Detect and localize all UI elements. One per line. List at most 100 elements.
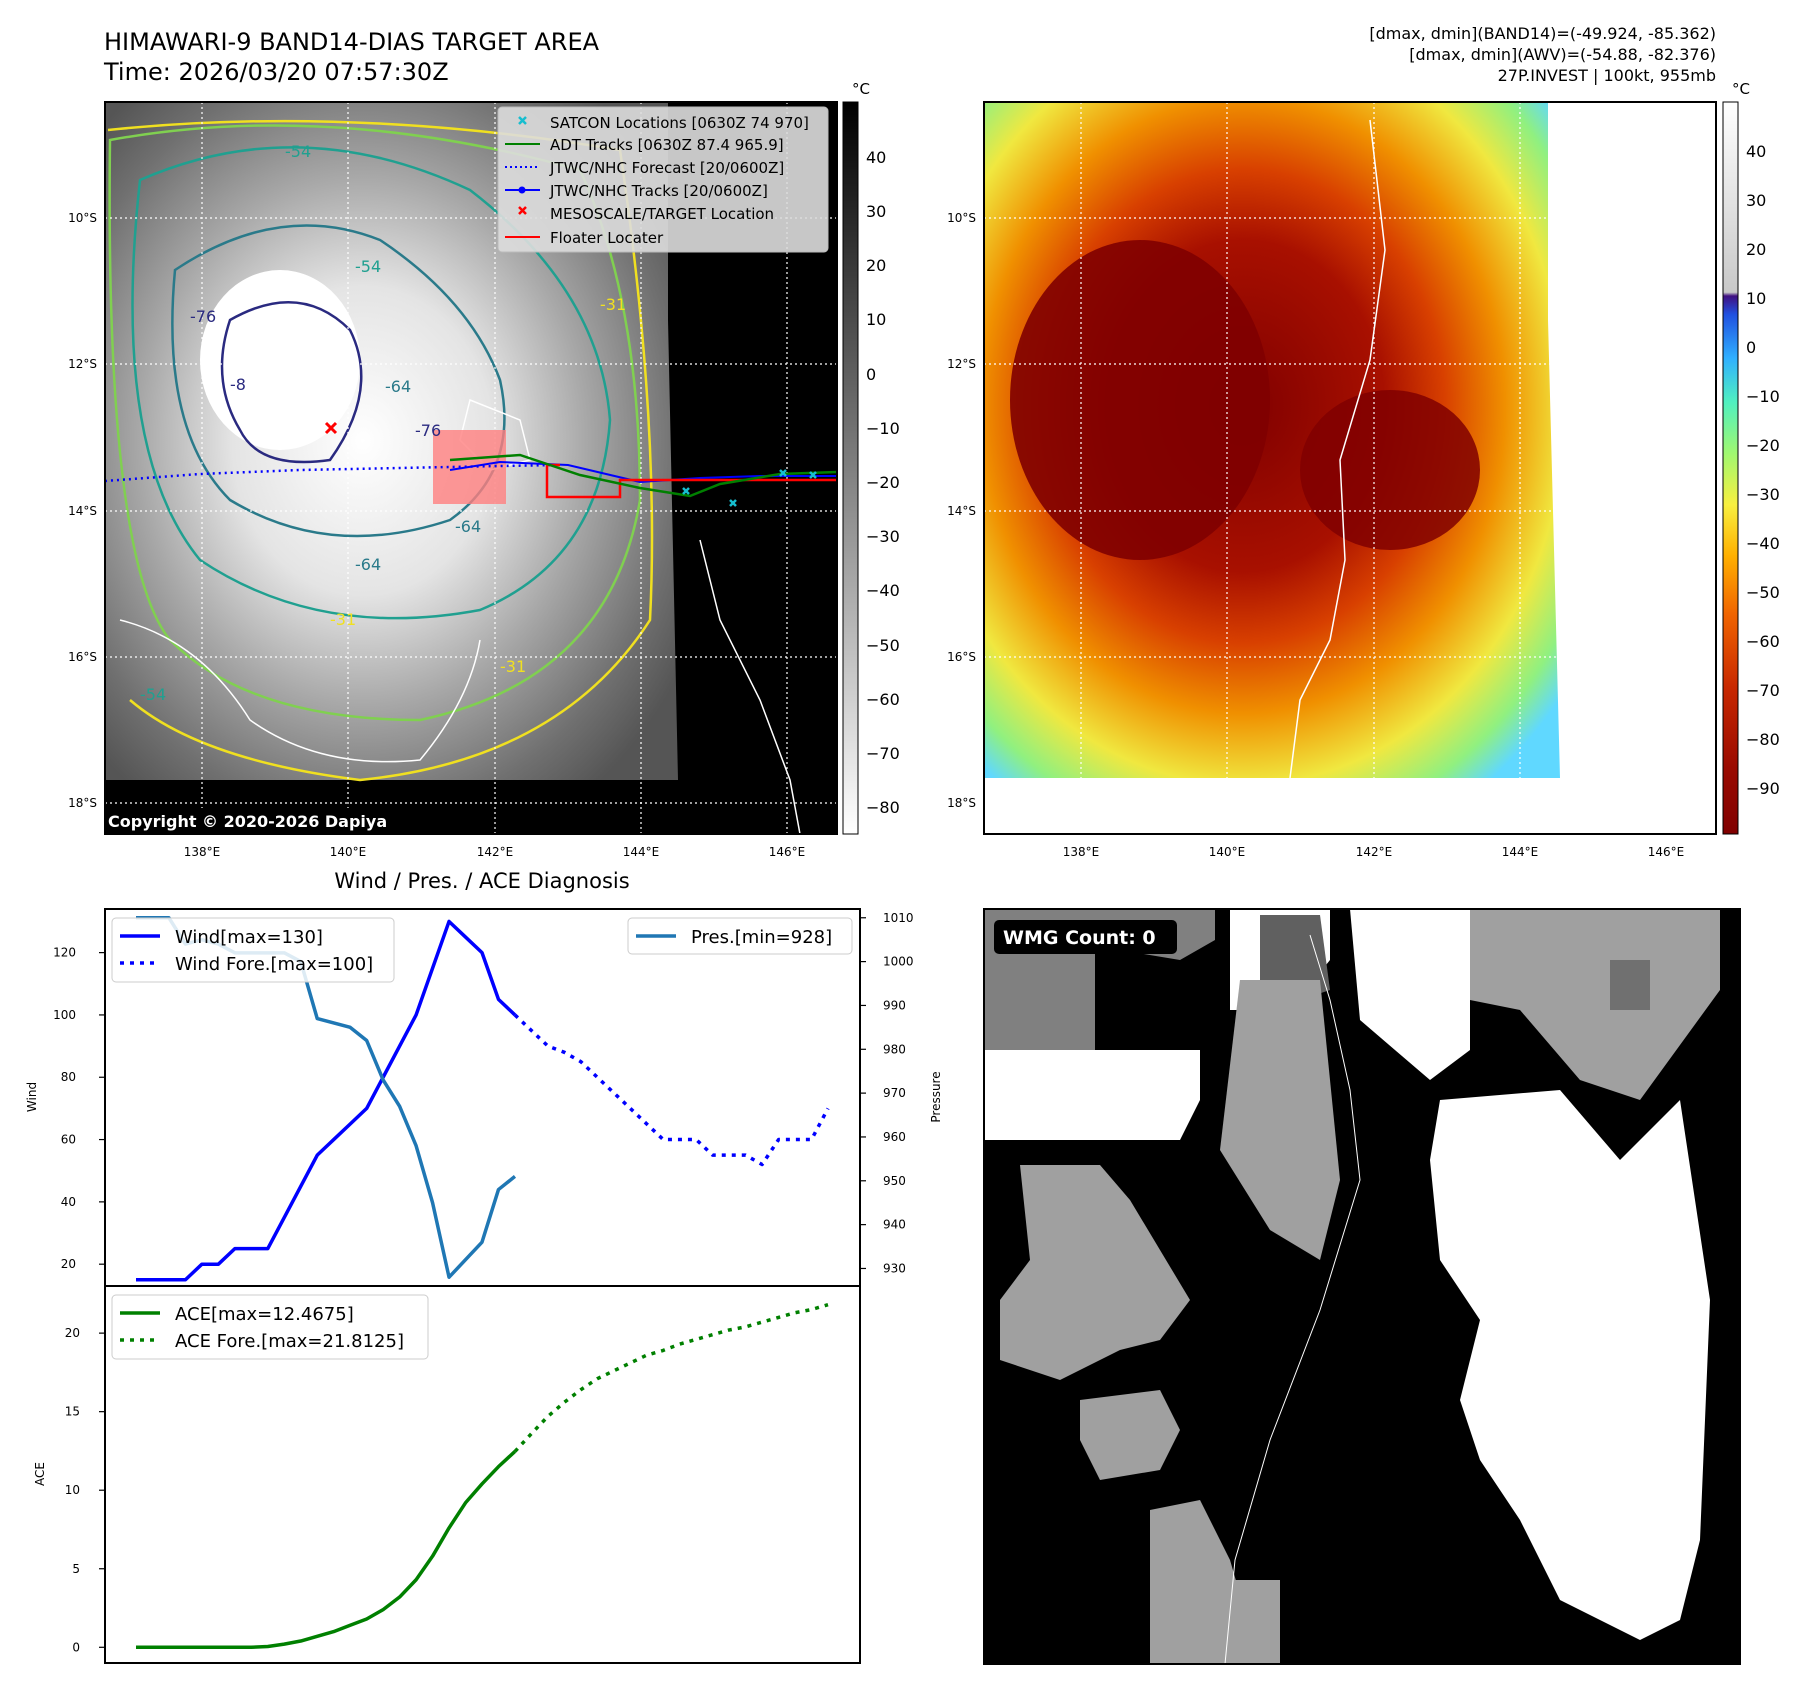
x-marker-icon <box>518 206 527 215</box>
contour-label: -64 <box>385 377 411 396</box>
legend-label: Pres.[min=928] <box>691 927 832 948</box>
pressure-legend-box <box>627 917 853 955</box>
lon-label: 144°E <box>1502 845 1539 859</box>
colorbar-tick: −40 <box>1746 534 1780 553</box>
lat-label: 16°S <box>68 650 97 664</box>
colorbar-tick: −20 <box>1746 436 1780 455</box>
colorbar-tick: −60 <box>866 690 900 709</box>
wmg-label-box <box>994 920 1177 954</box>
y-right-tick-label: 970 <box>883 1086 906 1100</box>
stats-awv: [dmax, dmin](AWV)=(-54.88, -82.376) <box>1409 45 1716 64</box>
legend-label: MESOSCALE/TARGET Location <box>550 205 774 223</box>
ace-legend-box <box>111 1294 429 1360</box>
wmg-region <box>1430 1090 1710 1640</box>
grid-lines-right <box>984 102 1716 834</box>
colorbar-tick: 10 <box>866 310 886 329</box>
colorbar-ticks-right: 40 30 20 10 0 −10 −20 −30 −40 −50 −60 −7… <box>1746 142 1780 798</box>
contour-labels: -54 -54 -76 -8 -64 -76 -64 -64 -31 -31 -… <box>140 142 626 704</box>
lat-label: 14°S <box>947 504 976 518</box>
colorbar-unit: °C <box>852 80 870 98</box>
lon-label: 140°E <box>1209 845 1246 859</box>
y-right-tick-label: 940 <box>883 1218 906 1232</box>
legend-item-target: MESOSCALE/TARGET Location <box>518 205 774 223</box>
series-line-0 <box>136 919 517 1282</box>
colorbar-tick: −30 <box>866 527 900 546</box>
y-right-tick-label: 980 <box>883 1042 906 1056</box>
colorbar-tick: −50 <box>1746 583 1780 602</box>
wmg-region <box>1470 909 1720 1100</box>
y-right-tick-label: 1010 <box>883 911 914 925</box>
contour-label: -8 <box>230 375 246 394</box>
pressure-ticks: 930 940 950 960 970 980 990 1000 1010 <box>860 911 914 1275</box>
contour-label: -64 <box>355 555 381 574</box>
contour-minus76 <box>220 301 363 464</box>
colorbar-tick: 30 <box>866 202 886 221</box>
y-right-tick-label: 930 <box>883 1261 906 1275</box>
lon-label: 138°E <box>184 845 221 859</box>
y-tick-label: 15 <box>65 1405 80 1419</box>
legend-item-jtwc-tracks: JTWC/NHC Tracks [20/0600Z] <box>505 182 768 200</box>
colorbar-tick: −70 <box>866 744 900 763</box>
lon-label: 142°E <box>1356 845 1393 859</box>
x-marker-icon <box>518 116 527 125</box>
coastline-wmg <box>1224 934 1361 1665</box>
legend-label: Wind[max=130] <box>175 927 323 948</box>
legend-item-adt: ADT Tracks [0630Z 87.4 965.9] <box>505 136 784 154</box>
ace-chart: ACE 0 5 10 15 20 ACE[max=12.4675] ACE Fore.[… <box>33 1285 861 1664</box>
wind-axis-label: Wind <box>25 1082 39 1112</box>
lon-label: 144°E <box>623 845 660 859</box>
colorbar-tick: −50 <box>866 636 900 655</box>
contour-label: -64 <box>455 517 481 536</box>
colorbar-tick: 40 <box>866 148 886 167</box>
legend-label: Floater Locater <box>550 229 664 247</box>
ir-imagery <box>105 102 678 780</box>
legend-item-floater: Floater Locater <box>505 229 664 247</box>
contour-label: -54 <box>355 257 381 276</box>
ace-ticks: 0 5 10 15 20 <box>65 1326 105 1654</box>
storm-info: 27P.INVEST | 100kt, 955mb <box>1498 66 1716 85</box>
lat-label: 12°S <box>68 357 97 371</box>
colorbar-gray <box>842 101 859 835</box>
figure-time: Time: 2026/03/20 07:57:30Z <box>103 58 449 86</box>
ace-series <box>136 1302 829 1650</box>
ace-series-line-1 <box>513 1302 829 1453</box>
lat-label: 12°S <box>947 357 976 371</box>
figure-title: HIMAWARI-9 BAND14-DIAS TARGET AREA <box>104 28 600 56</box>
jtwc-best-track <box>449 460 837 484</box>
y-tick-label: 60 <box>61 1133 76 1147</box>
y-tick-label: 80 <box>61 1070 76 1084</box>
contour-minus42 <box>108 124 642 722</box>
y-tick-label: 40 <box>61 1195 76 1209</box>
coastline-gulf <box>119 619 481 763</box>
y-tick-label: 10 <box>65 1483 80 1497</box>
colorbar-unit: °C <box>1732 80 1750 98</box>
wind-legend-box <box>111 917 395 983</box>
y-right-tick-label: 960 <box>883 1130 906 1144</box>
lon-label: 140°E <box>330 845 367 859</box>
legend-label: JTWC/NHC Tracks [20/0600Z] <box>549 182 768 200</box>
wmg-region <box>1610 960 1650 1010</box>
satcon-markers <box>682 469 817 507</box>
secondary-core <box>1300 390 1480 550</box>
colorbar-enhanced <box>1722 101 1739 835</box>
y-tick-label: 120 <box>53 946 76 960</box>
adt-track <box>449 453 837 498</box>
y-tick-label: 5 <box>72 1562 80 1576</box>
wmg-region <box>984 1050 1200 1140</box>
map-frame <box>104 101 838 835</box>
dot-icon <box>518 186 526 194</box>
wmg-frame <box>983 908 1741 1665</box>
lon-label: 142°E <box>477 845 514 859</box>
lat-label: 10°S <box>68 211 97 225</box>
colorbar-tick: −30 <box>1746 485 1780 504</box>
wmg-region <box>1350 909 1470 1080</box>
map-legend: SATCON Locations [0630Z 74 970] ADT Trac… <box>497 106 829 253</box>
legend-item-jtwc-forecast: JTWC/NHC Forecast [20/0600Z] <box>505 159 784 177</box>
y-tick-label: 20 <box>65 1326 80 1340</box>
y-tick-label: 100 <box>53 1008 76 1022</box>
contour-minus31 <box>107 119 654 782</box>
lon-label: 146°E <box>769 845 806 859</box>
colorbar-tick: 0 <box>866 365 876 384</box>
contour-label: -54 <box>140 685 166 704</box>
wmg-region <box>1230 1580 1280 1664</box>
